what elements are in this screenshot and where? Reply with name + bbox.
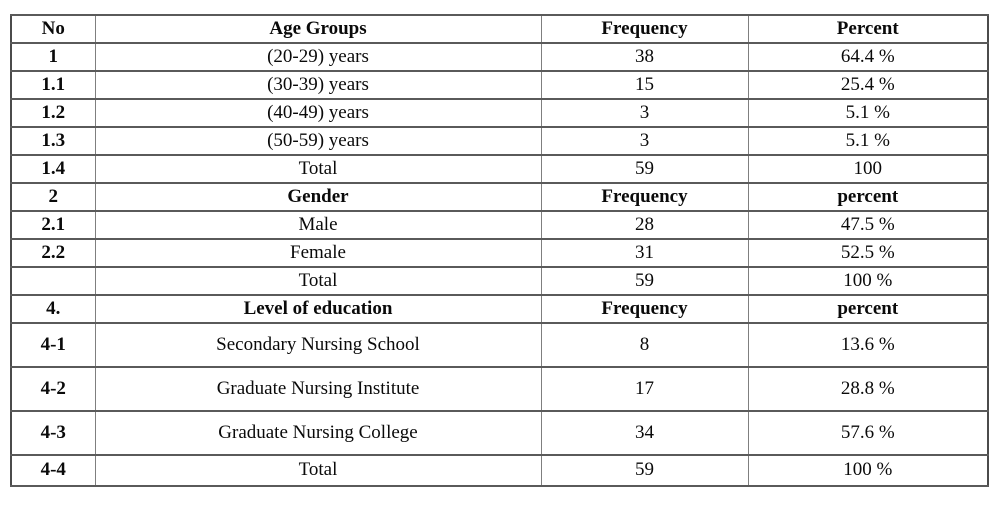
cell-no: 2 bbox=[10, 182, 96, 212]
cell-no: 2.1 bbox=[10, 210, 96, 240]
cell-percent: 57.6 % bbox=[747, 410, 989, 456]
cell-frequency: 28 bbox=[540, 210, 749, 240]
table-row: 2.1 Male 28 47.5 % bbox=[10, 210, 989, 240]
cell-percent: 28.8 % bbox=[747, 366, 989, 412]
table-header-row: No Age Groups Frequency Percent bbox=[10, 14, 989, 44]
cell-percent: 13.6 % bbox=[747, 322, 989, 368]
cell-no: 2.2 bbox=[10, 238, 96, 268]
section-header-education: Level of education bbox=[94, 294, 542, 324]
cell-label: Graduate Nursing College bbox=[94, 410, 542, 456]
table-row: 4-3 Graduate Nursing College 34 57.6 % bbox=[10, 410, 989, 456]
cell-frequency: 3 bbox=[540, 126, 749, 156]
column-header-percent: percent bbox=[747, 294, 989, 324]
cell-percent: 25.4 % bbox=[747, 70, 989, 100]
demographics-table-container: No Age Groups Frequency Percent 1 (20-29… bbox=[10, 14, 989, 487]
cell-label: Female bbox=[94, 238, 542, 268]
cell-no: 1.1 bbox=[10, 70, 96, 100]
cell-label: Total bbox=[94, 154, 542, 184]
cell-percent: 100 bbox=[747, 154, 989, 184]
cell-frequency: 8 bbox=[540, 322, 749, 368]
cell-no: 1.4 bbox=[10, 154, 96, 184]
cell-label: Graduate Nursing Institute bbox=[94, 366, 542, 412]
cell-no: 1 bbox=[10, 42, 96, 72]
section-header-gender: Gender bbox=[94, 182, 542, 212]
table-row: 4-2 Graduate Nursing Institute 17 28.8 % bbox=[10, 366, 989, 412]
cell-no: 4-1 bbox=[10, 322, 96, 368]
cell-label: Male bbox=[94, 210, 542, 240]
demographics-table: No Age Groups Frequency Percent 1 (20-29… bbox=[10, 14, 989, 487]
cell-no: 1.2 bbox=[10, 98, 96, 128]
cell-percent: 100 % bbox=[747, 454, 989, 487]
table-row-total-gender: Total 59 100 % bbox=[10, 266, 989, 296]
column-header-percent: percent bbox=[747, 182, 989, 212]
cell-no: 1.3 bbox=[10, 126, 96, 156]
cell-label: Total bbox=[94, 454, 542, 487]
table-row: 4-1 Secondary Nursing School 8 13.6 % bbox=[10, 322, 989, 368]
cell-label: Total bbox=[94, 266, 542, 296]
cell-no-empty bbox=[10, 266, 96, 296]
cell-frequency: 59 bbox=[540, 154, 749, 184]
cell-frequency: 31 bbox=[540, 238, 749, 268]
cell-no: 4-2 bbox=[10, 366, 96, 412]
column-header-frequency: Frequency bbox=[540, 14, 749, 44]
column-header-frequency: Frequency bbox=[540, 294, 749, 324]
education-section-header-row: 4. Level of education Frequency percent bbox=[10, 294, 989, 324]
cell-no: 4-4 bbox=[10, 454, 96, 487]
cell-frequency: 34 bbox=[540, 410, 749, 456]
cell-percent: 52.5 % bbox=[747, 238, 989, 268]
cell-frequency: 15 bbox=[540, 70, 749, 100]
cell-label: (30-39) years bbox=[94, 70, 542, 100]
table-row: 2.2 Female 31 52.5 % bbox=[10, 238, 989, 268]
cell-label: Secondary Nursing School bbox=[94, 322, 542, 368]
gender-section-header-row: 2 Gender Frequency percent bbox=[10, 182, 989, 212]
cell-percent: 47.5 % bbox=[747, 210, 989, 240]
column-header-frequency: Frequency bbox=[540, 182, 749, 212]
cell-frequency: 3 bbox=[540, 98, 749, 128]
cell-label: (40-49) years bbox=[94, 98, 542, 128]
table-row-total-age: 1.4 Total 59 100 bbox=[10, 154, 989, 184]
cell-frequency: 38 bbox=[540, 42, 749, 72]
column-header-percent: Percent bbox=[747, 14, 989, 44]
cell-no: 4-3 bbox=[10, 410, 96, 456]
cell-percent: 5.1 % bbox=[747, 98, 989, 128]
column-header-age-groups: Age Groups bbox=[94, 14, 542, 44]
cell-percent: 5.1 % bbox=[747, 126, 989, 156]
table-row-total-education: 4-4 Total 59 100 % bbox=[10, 454, 989, 487]
cell-percent: 64.4 % bbox=[747, 42, 989, 72]
table-row: 1.1 (30-39) years 15 25.4 % bbox=[10, 70, 989, 100]
cell-frequency: 59 bbox=[540, 266, 749, 296]
table-row: 1.2 (40-49) years 3 5.1 % bbox=[10, 98, 989, 128]
cell-label: (20-29) years bbox=[94, 42, 542, 72]
cell-label: (50-59) years bbox=[94, 126, 542, 156]
cell-frequency: 17 bbox=[540, 366, 749, 412]
cell-percent: 100 % bbox=[747, 266, 989, 296]
column-header-no: No bbox=[10, 14, 96, 44]
cell-no: 4. bbox=[10, 294, 96, 324]
table-row: 1 (20-29) years 38 64.4 % bbox=[10, 42, 989, 72]
table-row: 1.3 (50-59) years 3 5.1 % bbox=[10, 126, 989, 156]
cell-frequency: 59 bbox=[540, 454, 749, 487]
